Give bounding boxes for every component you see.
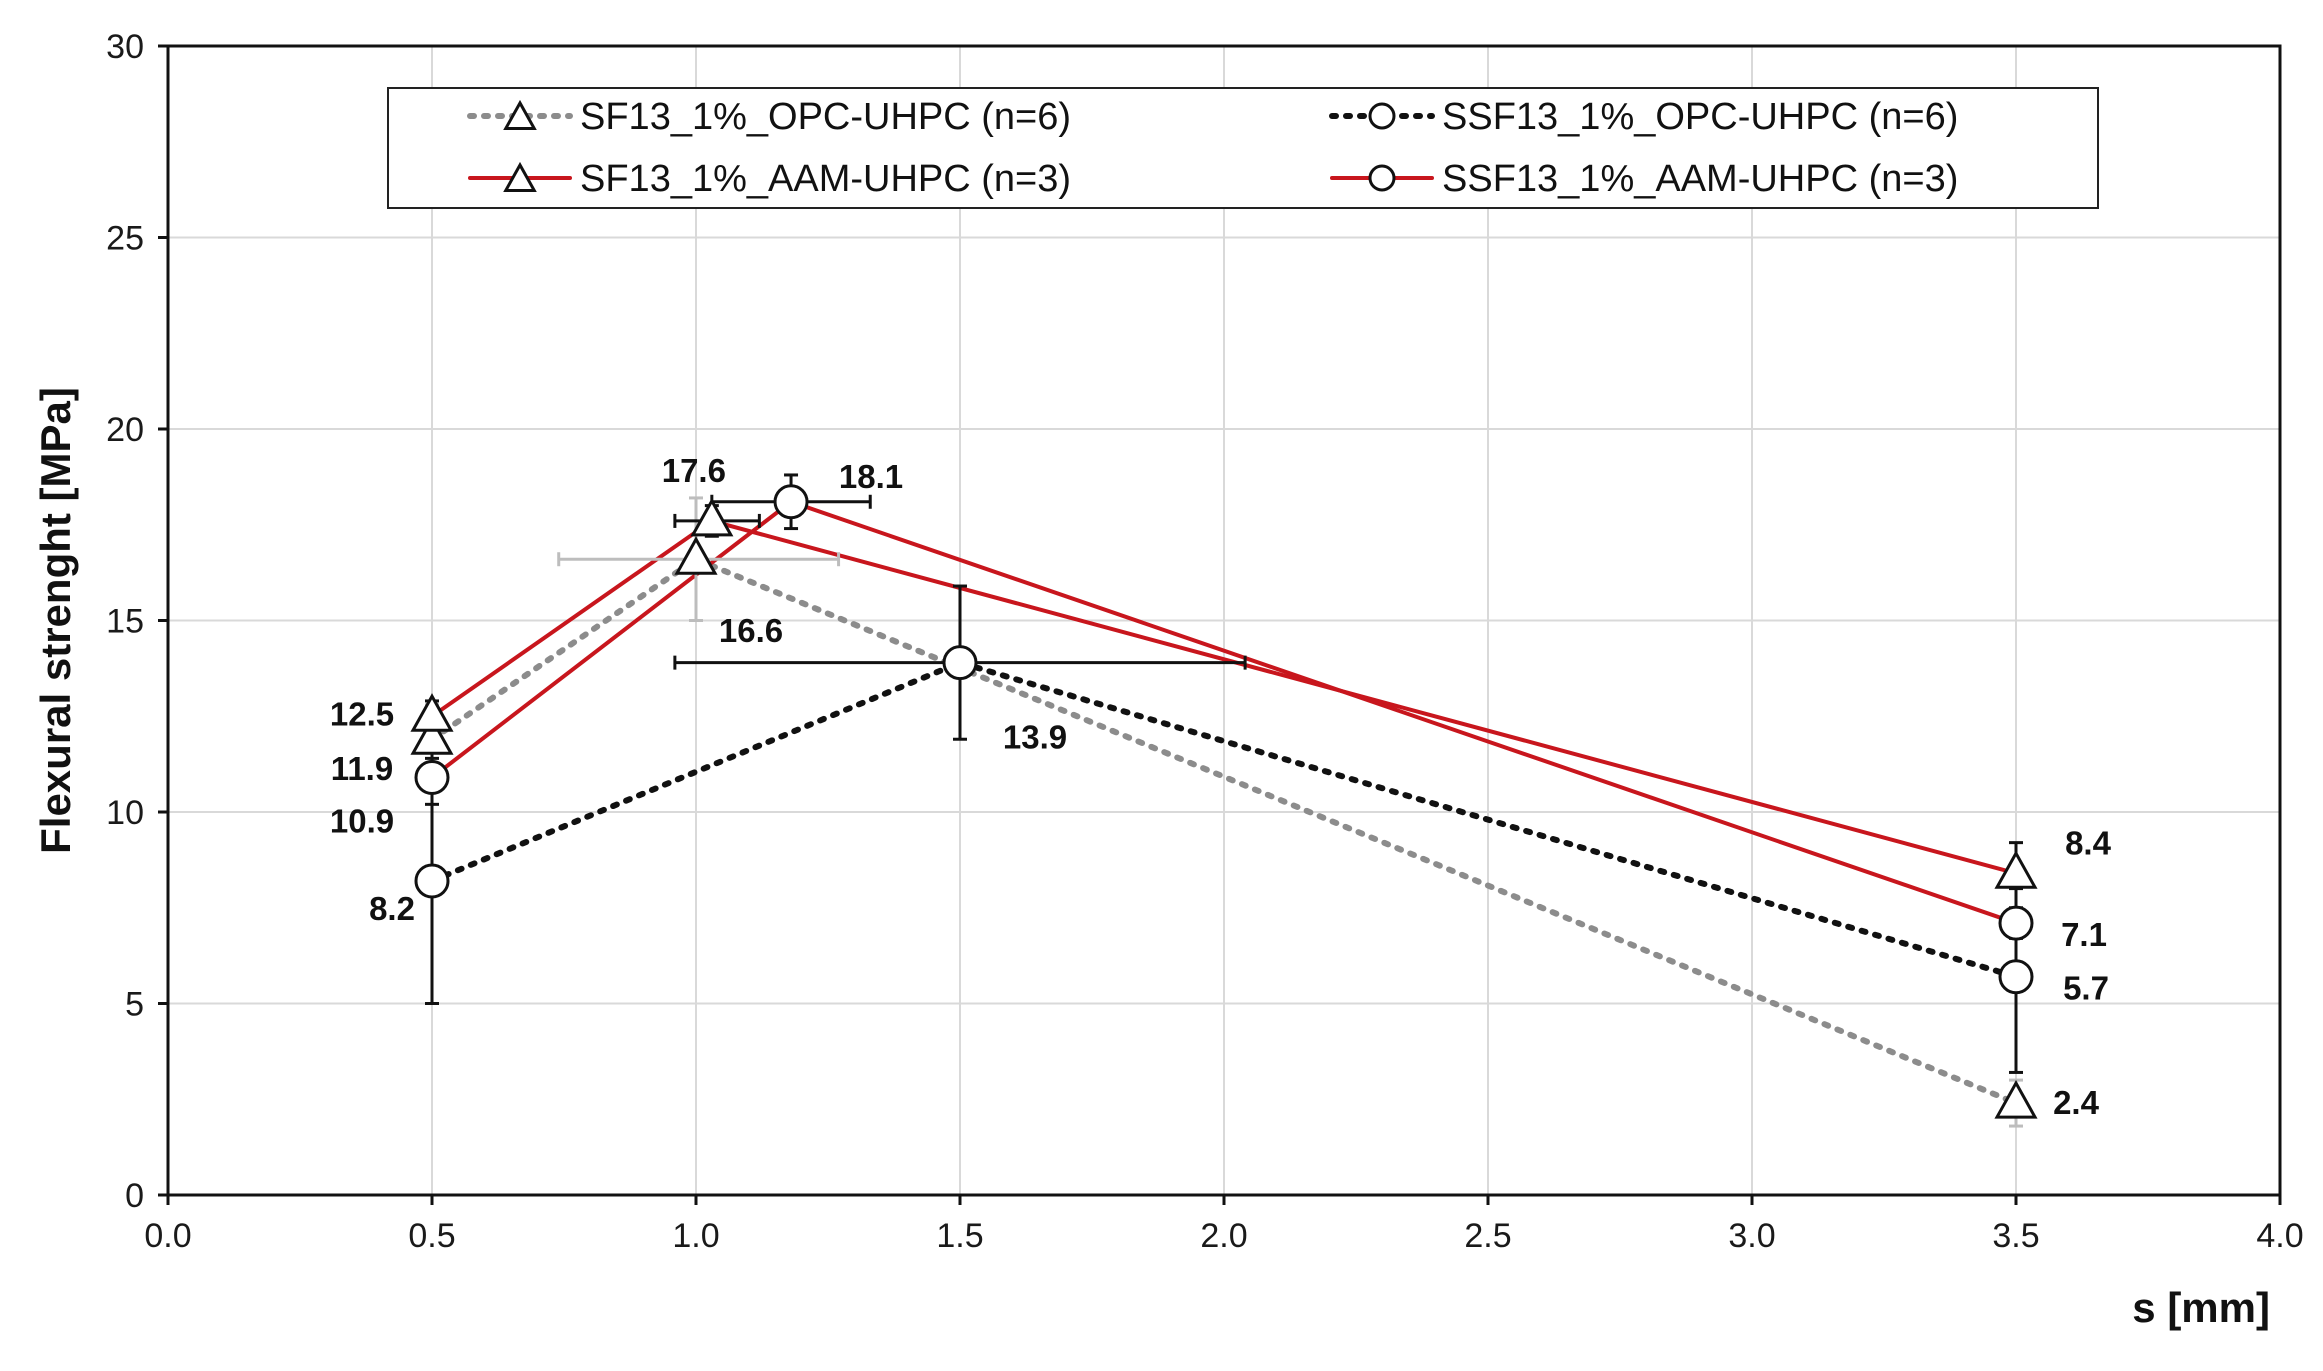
circle-marker [773,484,809,520]
x-tick-label: 0.0 [144,1217,191,1255]
x-tick-label: 1.5 [936,1217,983,1255]
legend-label: SSF13_1%_AAM-UHPC (n=3) [1442,158,1958,200]
legend-box [387,87,2099,209]
series-markers [410,484,2038,1119]
circle-marker [1998,959,2034,995]
legend-triangle-icon [503,161,537,192]
triangle-marker [410,693,454,732]
x-tick-label: 2.5 [1464,1217,1511,1255]
x-tick-label: 3.5 [1992,1217,2039,1255]
x-tick-label: 1.0 [672,1217,719,1255]
data-label: 13.9 [1003,719,1067,756]
circle-marker [1998,905,2034,941]
data-label: 11.9 [331,750,393,787]
y-tick-label: 0 [125,1177,144,1215]
legend: SF13_1%_OPC-UHPC (n=6) SSF13_1%_OPC-UHPC … [387,87,2099,209]
data-label: 2.4 [2053,1084,2100,1121]
circle-marker [942,645,978,681]
y-tick-label: 20 [106,411,144,449]
x-tick-label: 2.0 [1200,1217,1247,1255]
triangle-marker [410,716,454,755]
data-label: 17.6 [662,452,726,489]
grid-lines [168,46,2280,1195]
triangle-marker [1994,850,2038,889]
legend-label: SF13_1%_OPC-UHPC (n=6) [580,96,1071,138]
data-label: 12.5 [330,695,394,732]
y-tick-label: 30 [106,28,144,66]
y-tick-label: 25 [106,220,144,258]
data-label: 18.1 [839,458,903,495]
data-label: 10.9 [330,803,394,840]
circle-marker [414,863,450,899]
x-axis-title: s [mm] [2132,1284,2270,1331]
axis-ticks: 0 5 10 15 20 25 30 0.0 0.5 1.0 1.5 2.0 2.5 3.0 3.5 4.0 [106,28,2303,1255]
data-label: 8.4 [2065,824,2112,861]
data-label: 7.1 [2061,916,2107,953]
x-tick-label: 4.0 [2256,1217,2303,1255]
data-label: 5.7 [2063,970,2109,1007]
legend-circle-icon [1368,102,1396,130]
x-tick-label: 0.5 [408,1217,455,1255]
triangle-marker [674,536,718,575]
legend-triangle-icon [503,99,537,130]
y-tick-label: 10 [106,794,144,832]
data-labels: 11.9 16.6 2.4 8.2 13.9 5.7 12.5 17.6 8.4 10.9 18.1… [330,452,2112,1121]
data-label: 16.6 [719,612,783,649]
y-tick-label: 5 [125,986,144,1024]
y-axis-title: Flexural strenght [MPa] [32,387,79,854]
triangle-marker [690,497,734,537]
legend-circle-icon [1368,164,1396,192]
legend-label: SF13_1%_AAM-UHPC (n=3) [580,158,1071,200]
legend-label: SSF13_1%_OPC-UHPC (n=6) [1442,96,1958,138]
x-tick-label: 3.0 [1728,1217,1775,1255]
y-tick-label: 15 [106,603,144,641]
circle-marker [414,760,450,796]
data-label: 8.2 [369,890,415,927]
triangle-marker [1994,1080,2038,1119]
